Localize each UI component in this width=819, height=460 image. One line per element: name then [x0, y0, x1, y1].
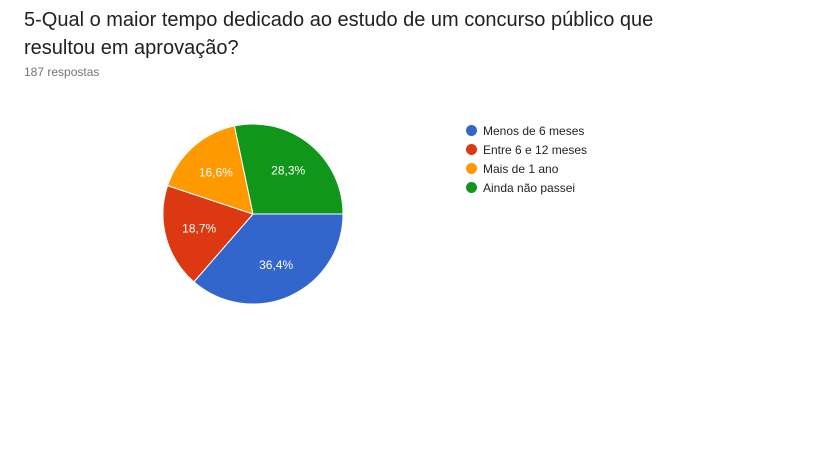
- slice-label-1: 18,7%: [182, 222, 216, 236]
- slice-label-3: 28,3%: [271, 164, 305, 178]
- legend-item-3: Ainda não passei: [466, 178, 587, 197]
- legend-item-0: Menos de 6 meses: [466, 121, 587, 140]
- legend-swatch-2: [466, 163, 477, 174]
- legend-label-0: Menos de 6 meses: [483, 124, 584, 138]
- legend-swatch-1: [466, 144, 477, 155]
- legend-swatch-0: [466, 125, 477, 136]
- legend-item-1: Entre 6 e 12 meses: [466, 140, 587, 159]
- slice-label-0: 36,4%: [259, 258, 293, 272]
- slice-label-2: 16,6%: [199, 165, 233, 179]
- legend-label-3: Ainda não passei: [483, 181, 575, 195]
- chart-legend: Menos de 6 meses Entre 6 e 12 meses Mais d…: [466, 121, 587, 197]
- legend-item-2: Mais de 1 ano: [466, 159, 587, 178]
- legend-swatch-3: [466, 182, 477, 193]
- legend-label-2: Mais de 1 ano: [483, 162, 558, 176]
- legend-label-1: Entre 6 e 12 meses: [483, 143, 587, 157]
